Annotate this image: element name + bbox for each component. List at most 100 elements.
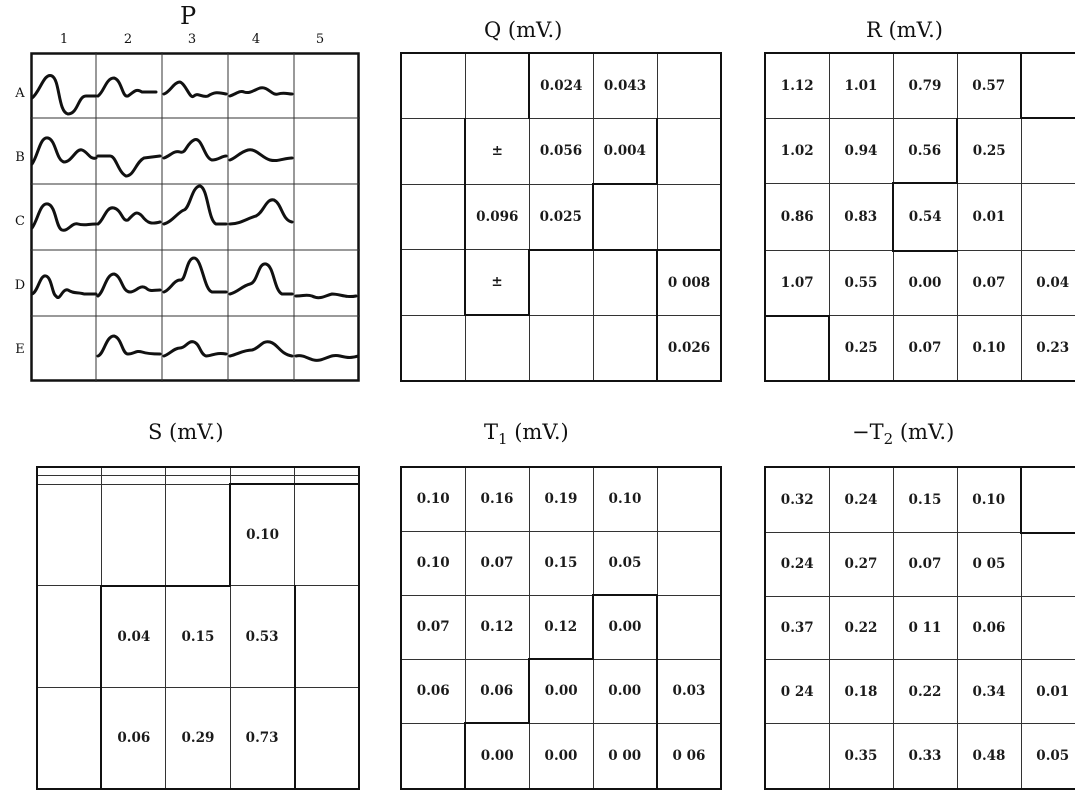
s-cell: 0.29 xyxy=(165,686,231,790)
r-cell: 0.07 xyxy=(892,315,958,382)
q-cell xyxy=(656,52,722,120)
t1-row-a: 0.10 0.16 0.19 0.10 xyxy=(400,466,722,532)
r-cell: 0.07 xyxy=(956,250,1022,317)
p-wave-d3 xyxy=(162,256,228,294)
r-cell: 0.01 xyxy=(956,182,1022,252)
s-cell: 0.04 xyxy=(100,585,167,688)
r-cell: 0.54 xyxy=(892,182,958,252)
t1-cell: 0.03 xyxy=(656,658,722,724)
q-cell: ± xyxy=(464,249,530,317)
t1-title-main: T xyxy=(484,420,499,444)
t2-cell: 0.48 xyxy=(956,722,1022,790)
p-wave-a3 xyxy=(162,80,228,99)
q-cell: 0.024 xyxy=(528,52,594,120)
t2-cell xyxy=(1020,532,1075,597)
t2-cell: 0.05 xyxy=(1020,722,1075,790)
t1-cell: 0.06 xyxy=(464,658,530,725)
p-wave-c2 xyxy=(96,206,162,226)
p-wave-e2 xyxy=(96,334,162,358)
s-cell: 0.53 xyxy=(229,585,296,688)
t2-cell: 0.22 xyxy=(828,595,894,661)
s-row-b xyxy=(36,475,360,486)
t2-cell xyxy=(1020,466,1075,534)
t2-cell xyxy=(1020,595,1075,661)
t1-cell: 0 00 xyxy=(592,722,658,790)
q-cell: 0.026 xyxy=(656,314,722,382)
t1-cell xyxy=(656,530,722,596)
p-col-4: 4 xyxy=(251,32,261,47)
s-cell: 0.15 xyxy=(165,585,231,688)
t1-cell: 0 06 xyxy=(656,722,722,790)
p-row-a: A xyxy=(15,86,25,101)
r-cell: 0.25 xyxy=(828,315,894,382)
t1-cell: 0.05 xyxy=(592,530,658,597)
r-cell: 0.79 xyxy=(892,52,958,119)
s-cell xyxy=(36,483,102,587)
q-cell xyxy=(464,52,530,120)
t2-row-d: 0 24 0.18 0.22 0.34 0.01 xyxy=(764,659,1075,724)
p-panel-title: P xyxy=(180,2,197,30)
q-cell: 0 008 xyxy=(656,249,722,316)
p-wave-a1 xyxy=(30,74,98,116)
q-cell xyxy=(400,52,466,120)
t2-cell: 0.22 xyxy=(892,659,958,724)
t2-cell: 0.34 xyxy=(956,659,1022,724)
r-cell: 0.55 xyxy=(828,250,894,317)
p-row-c: C xyxy=(15,214,25,229)
t2-value-grid: 0.32 0.24 0.15 0.10 0.24 0.27 0.07 0 05 … xyxy=(764,466,1075,790)
r-panel-title: R (mV.) xyxy=(866,18,943,42)
t1-cell: 0.19 xyxy=(528,466,594,532)
t1-cell: 0.00 xyxy=(528,658,594,724)
t2-cell: 0.35 xyxy=(828,722,894,790)
q-cell xyxy=(400,314,466,382)
q-cell xyxy=(656,183,722,251)
s-cell xyxy=(294,466,360,477)
s-row-e: 0.06 0.29 0.73 xyxy=(36,686,360,790)
p-wave-d5 xyxy=(294,292,358,300)
t1-cell: 0.06 xyxy=(400,658,466,724)
r-cell: 0.25 xyxy=(956,117,1022,184)
t1-row-b: 0.10 0.07 0.15 0.05 xyxy=(400,530,722,597)
s-cell: 0.10 xyxy=(229,483,296,587)
s-cell xyxy=(294,686,360,790)
q-cell: 0.004 xyxy=(592,118,658,186)
r-row-d: 1.07 0.55 0.00 0.07 0.04 xyxy=(764,250,1075,317)
t1-cell: 0.15 xyxy=(528,530,594,596)
p-wave-d4 xyxy=(228,262,294,296)
t1-panel-title: T1 (mV.) xyxy=(484,420,569,448)
r-row-c: 0.86 0.83 0.54 0.01 xyxy=(764,182,1075,252)
r-row-a: 1.12 1.01 0.79 0.57 xyxy=(764,52,1075,120)
p-wave-b4 xyxy=(228,148,294,163)
p-col-2: 2 xyxy=(123,32,133,47)
p-wave-b3 xyxy=(162,138,228,162)
t2-cell: 0.15 xyxy=(892,466,958,534)
t1-cell xyxy=(656,466,722,532)
q-row-b: ± 0.056 0.004 xyxy=(400,118,722,186)
q-cell xyxy=(464,314,530,382)
p-wave-d1 xyxy=(30,274,98,299)
t1-title-subscript: 1 xyxy=(498,430,508,449)
r-cell xyxy=(1020,182,1075,252)
t2-cell: 0.27 xyxy=(828,532,894,597)
s-row-c: 0.10 xyxy=(36,483,360,587)
t2-title-unit: (mV.) xyxy=(893,420,955,444)
t1-cell: 0.12 xyxy=(464,594,530,660)
s-cell xyxy=(294,483,360,587)
p-grid-frame xyxy=(30,52,360,382)
s-cell xyxy=(294,475,360,486)
s-cell xyxy=(36,466,102,477)
t2-title-subscript: 2 xyxy=(883,430,894,449)
s-cell: 0.06 xyxy=(100,686,167,790)
t1-title-unit: (mV.) xyxy=(507,420,569,444)
t1-cell xyxy=(400,722,466,790)
r-cell: 0.94 xyxy=(828,117,894,184)
t2-row-e: 0.35 0.33 0.48 0.05 xyxy=(764,722,1075,790)
p-col-1: 1 xyxy=(59,32,69,47)
r-cell: 0.83 xyxy=(828,182,894,252)
q-value-grid: 0.024 0.043 ± 0.056 0.004 0.096 0.025 ± … xyxy=(400,52,722,382)
r-row-e: 0.25 0.07 0.10 0.23 xyxy=(764,315,1075,382)
s-row-a xyxy=(36,466,360,477)
p-wave-b2 xyxy=(96,154,162,178)
q-cell: 0.025 xyxy=(528,183,594,251)
q-cell: 0.043 xyxy=(592,52,658,120)
